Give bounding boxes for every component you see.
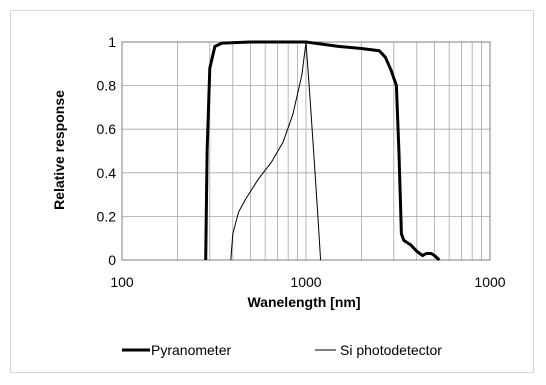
chart-frame — [10, 10, 534, 373]
y-tick-label: 0.6 — [97, 121, 117, 137]
y-tick-label: 0 — [108, 252, 116, 268]
series-line-si-photodetector — [230, 41, 322, 261]
x-axis-label: Wanelength [nm] — [247, 294, 360, 310]
y-tick-label: 0.2 — [97, 208, 117, 224]
series-line-pyranometer — [204, 40, 441, 262]
series-group — [204, 40, 441, 262]
y-axis-label: Relative response — [51, 90, 67, 210]
x-tick-label: 1000 — [474, 274, 505, 290]
y-tick-label: 0.4 — [97, 165, 117, 181]
x-tick-label: 1000 — [290, 274, 321, 290]
legend-label-pyranometer: Pyranometer — [151, 342, 231, 358]
x-tick-label: 100 — [110, 274, 134, 290]
legend: Pyranometer Si photodetector — [122, 342, 442, 358]
tick-labels: 0 0.2 0.4 0.6 0.8 1 100 1000 1000 — [97, 34, 506, 290]
y-tick-label: 1 — [108, 34, 116, 50]
legend-label-si-photodetector: Si photodetector — [340, 342, 442, 358]
y-tick-label: 0.8 — [97, 78, 117, 94]
grid — [122, 42, 490, 260]
